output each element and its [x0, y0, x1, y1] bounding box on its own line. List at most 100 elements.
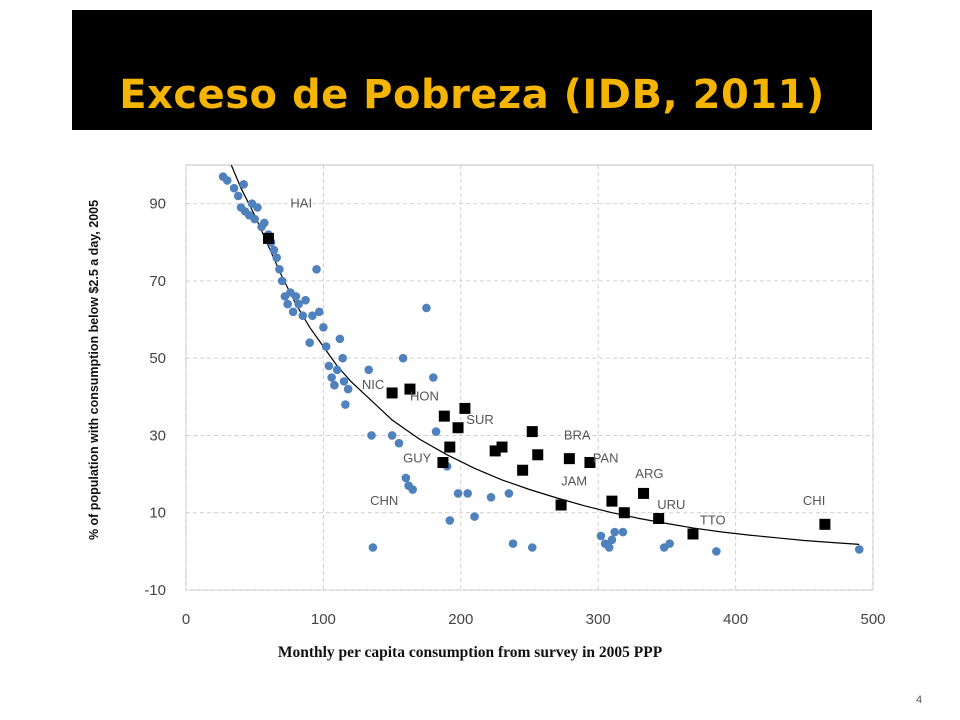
country-square	[517, 464, 529, 476]
country-dot	[431, 427, 441, 436]
plot-area	[185, 164, 874, 591]
country-dot	[470, 512, 479, 521]
country-label: CHI	[803, 493, 825, 508]
country-square	[386, 387, 398, 399]
country-dot	[394, 438, 404, 448]
country-square	[444, 441, 456, 453]
country-square	[438, 410, 450, 422]
country-square	[526, 426, 538, 438]
country-label: HAI	[290, 196, 312, 211]
y-tick-label: 10	[149, 505, 166, 522]
country-dot	[294, 299, 303, 309]
x-tick-label: 300	[586, 611, 611, 628]
country-dot	[712, 547, 721, 556]
country-square	[489, 445, 501, 457]
country-square	[437, 457, 449, 468]
country-dot	[288, 307, 298, 317]
country-dot	[312, 265, 321, 274]
country-dot	[610, 527, 619, 537]
country-label: JAM	[561, 474, 587, 489]
country-dot	[463, 489, 472, 498]
country-dot	[335, 334, 345, 344]
country-label: NIC	[362, 377, 384, 392]
country-dot	[387, 431, 397, 440]
country-dot	[291, 292, 301, 301]
country-dot	[321, 342, 331, 351]
country-square	[404, 383, 416, 395]
country-square	[638, 487, 650, 499]
slide-number: 4	[916, 694, 923, 706]
country-dot	[222, 176, 232, 185]
country-dot	[324, 361, 334, 371]
country-dot	[527, 543, 537, 552]
country-dot	[250, 214, 259, 224]
country-dot	[504, 489, 514, 498]
country-dot	[272, 253, 281, 263]
country-dot	[445, 516, 455, 525]
country-dot	[368, 543, 378, 552]
country-square	[563, 453, 575, 465]
country-label: ARG	[635, 466, 663, 481]
country-label: TTO	[700, 512, 726, 527]
country-dot	[298, 311, 308, 320]
y-axis-title: % of population with consumption below $…	[87, 200, 101, 540]
country-dot	[301, 295, 310, 305]
country-label: GUY	[403, 451, 432, 466]
country-dot	[332, 365, 342, 375]
x-tick-label: 0	[182, 611, 190, 628]
country-label: BRA	[564, 427, 591, 442]
country-dot	[277, 276, 287, 286]
country-dot	[327, 373, 336, 382]
country-dot	[854, 545, 864, 554]
country-square	[606, 495, 618, 507]
y-tick-label: 90	[149, 196, 166, 213]
country-square	[496, 441, 508, 453]
x-tick-label: 500	[860, 611, 885, 628]
country-label: URU	[657, 497, 685, 512]
country-dot	[486, 492, 496, 502]
x-tick-label: 100	[311, 611, 336, 628]
country-dot	[229, 183, 239, 193]
grid-lines	[185, 165, 874, 591]
country-dot	[665, 539, 674, 548]
country-square	[819, 518, 831, 530]
country-dot	[319, 322, 328, 332]
y-tick-label: 70	[149, 273, 166, 290]
country-dot	[453, 489, 463, 498]
country-dot	[596, 531, 606, 541]
country-dot	[305, 338, 314, 348]
country-dot	[275, 265, 284, 274]
slide-title: Exceso de Pobreza (IDB, 2011)	[119, 72, 825, 118]
country-label: HON	[410, 389, 439, 404]
country-dot	[283, 299, 292, 309]
country-dot	[233, 191, 243, 201]
country-dot	[314, 307, 324, 317]
country-dots	[218, 172, 864, 556]
country-dot	[607, 535, 617, 545]
country-dot	[269, 245, 279, 255]
country-square	[653, 513, 665, 525]
country-dot	[330, 380, 339, 390]
country-square	[262, 232, 274, 244]
country-square	[452, 422, 464, 434]
plot-border	[185, 164, 874, 591]
country-dot	[618, 527, 628, 537]
country-square	[687, 528, 699, 540]
x-tick-label: 200	[448, 611, 473, 628]
tick-labels: 0 100 200 300 400 500 -10 10 30 50 70 90	[144, 196, 885, 628]
y-tick-label: 50	[149, 350, 166, 367]
country-dot	[398, 353, 408, 363]
country-label: PAN	[593, 451, 619, 466]
country-dot	[364, 365, 374, 375]
country-dot	[339, 377, 349, 386]
country-dot	[422, 303, 431, 313]
country-dot	[253, 203, 262, 212]
country-dot	[508, 539, 518, 548]
country-dot	[239, 180, 249, 189]
country-square	[459, 402, 471, 414]
country-dot	[604, 543, 614, 552]
x-axis-title: Monthly per capita consumption from surv…	[278, 644, 663, 661]
country-label: SUR	[466, 412, 493, 427]
